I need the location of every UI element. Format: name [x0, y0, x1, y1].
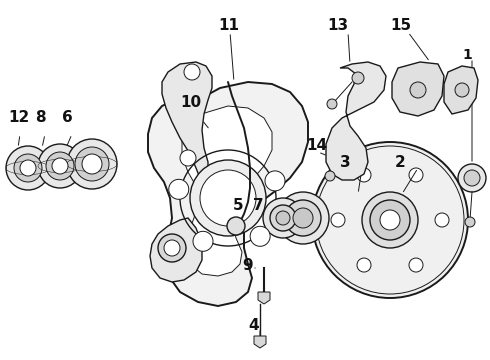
Circle shape — [362, 192, 418, 248]
Text: 14: 14 — [306, 138, 327, 153]
Circle shape — [380, 210, 400, 230]
Circle shape — [38, 144, 82, 188]
Polygon shape — [254, 336, 266, 348]
Circle shape — [331, 213, 345, 227]
Circle shape — [293, 208, 313, 228]
Polygon shape — [444, 66, 478, 114]
Text: 2: 2 — [395, 155, 406, 170]
Polygon shape — [150, 218, 202, 282]
Circle shape — [409, 258, 423, 272]
Circle shape — [190, 160, 266, 236]
Circle shape — [435, 213, 449, 227]
Circle shape — [200, 170, 256, 226]
Circle shape — [410, 82, 426, 98]
Circle shape — [458, 164, 486, 192]
Text: 10: 10 — [180, 95, 201, 110]
Circle shape — [227, 217, 245, 235]
Polygon shape — [182, 106, 272, 276]
Polygon shape — [392, 62, 444, 116]
Text: 1: 1 — [462, 48, 472, 62]
Circle shape — [465, 217, 475, 227]
Circle shape — [158, 234, 186, 262]
Circle shape — [409, 168, 423, 182]
Circle shape — [184, 64, 200, 80]
Polygon shape — [326, 62, 386, 180]
Circle shape — [14, 154, 42, 182]
Circle shape — [169, 179, 189, 199]
Text: 11: 11 — [218, 18, 239, 33]
Text: 5: 5 — [233, 198, 244, 213]
Text: 6: 6 — [62, 110, 73, 125]
Text: 4: 4 — [248, 318, 259, 333]
Circle shape — [180, 150, 196, 166]
Polygon shape — [148, 82, 308, 306]
Text: 8: 8 — [35, 110, 46, 125]
Circle shape — [352, 72, 364, 84]
Circle shape — [270, 205, 296, 231]
Circle shape — [464, 170, 480, 186]
Circle shape — [455, 83, 469, 97]
Circle shape — [263, 198, 303, 238]
Text: 9: 9 — [242, 258, 253, 273]
Circle shape — [67, 139, 117, 189]
Circle shape — [265, 171, 285, 191]
Polygon shape — [258, 292, 270, 304]
Circle shape — [20, 160, 36, 176]
Circle shape — [277, 192, 329, 244]
Circle shape — [276, 211, 290, 225]
Circle shape — [193, 231, 213, 251]
Text: 13: 13 — [327, 18, 348, 33]
Circle shape — [357, 258, 371, 272]
Circle shape — [75, 147, 109, 181]
Circle shape — [250, 226, 270, 246]
Polygon shape — [162, 62, 212, 178]
Text: 12: 12 — [8, 110, 29, 125]
Text: 7: 7 — [253, 198, 264, 213]
Circle shape — [357, 168, 371, 182]
Circle shape — [370, 200, 410, 240]
Circle shape — [285, 200, 321, 236]
Circle shape — [46, 152, 74, 180]
Text: 15: 15 — [390, 18, 411, 33]
Text: 3: 3 — [340, 155, 351, 170]
Circle shape — [325, 171, 335, 181]
Circle shape — [327, 99, 337, 109]
Circle shape — [52, 158, 68, 174]
Circle shape — [6, 146, 50, 190]
Circle shape — [312, 142, 468, 298]
Circle shape — [82, 154, 102, 174]
Circle shape — [164, 240, 180, 256]
